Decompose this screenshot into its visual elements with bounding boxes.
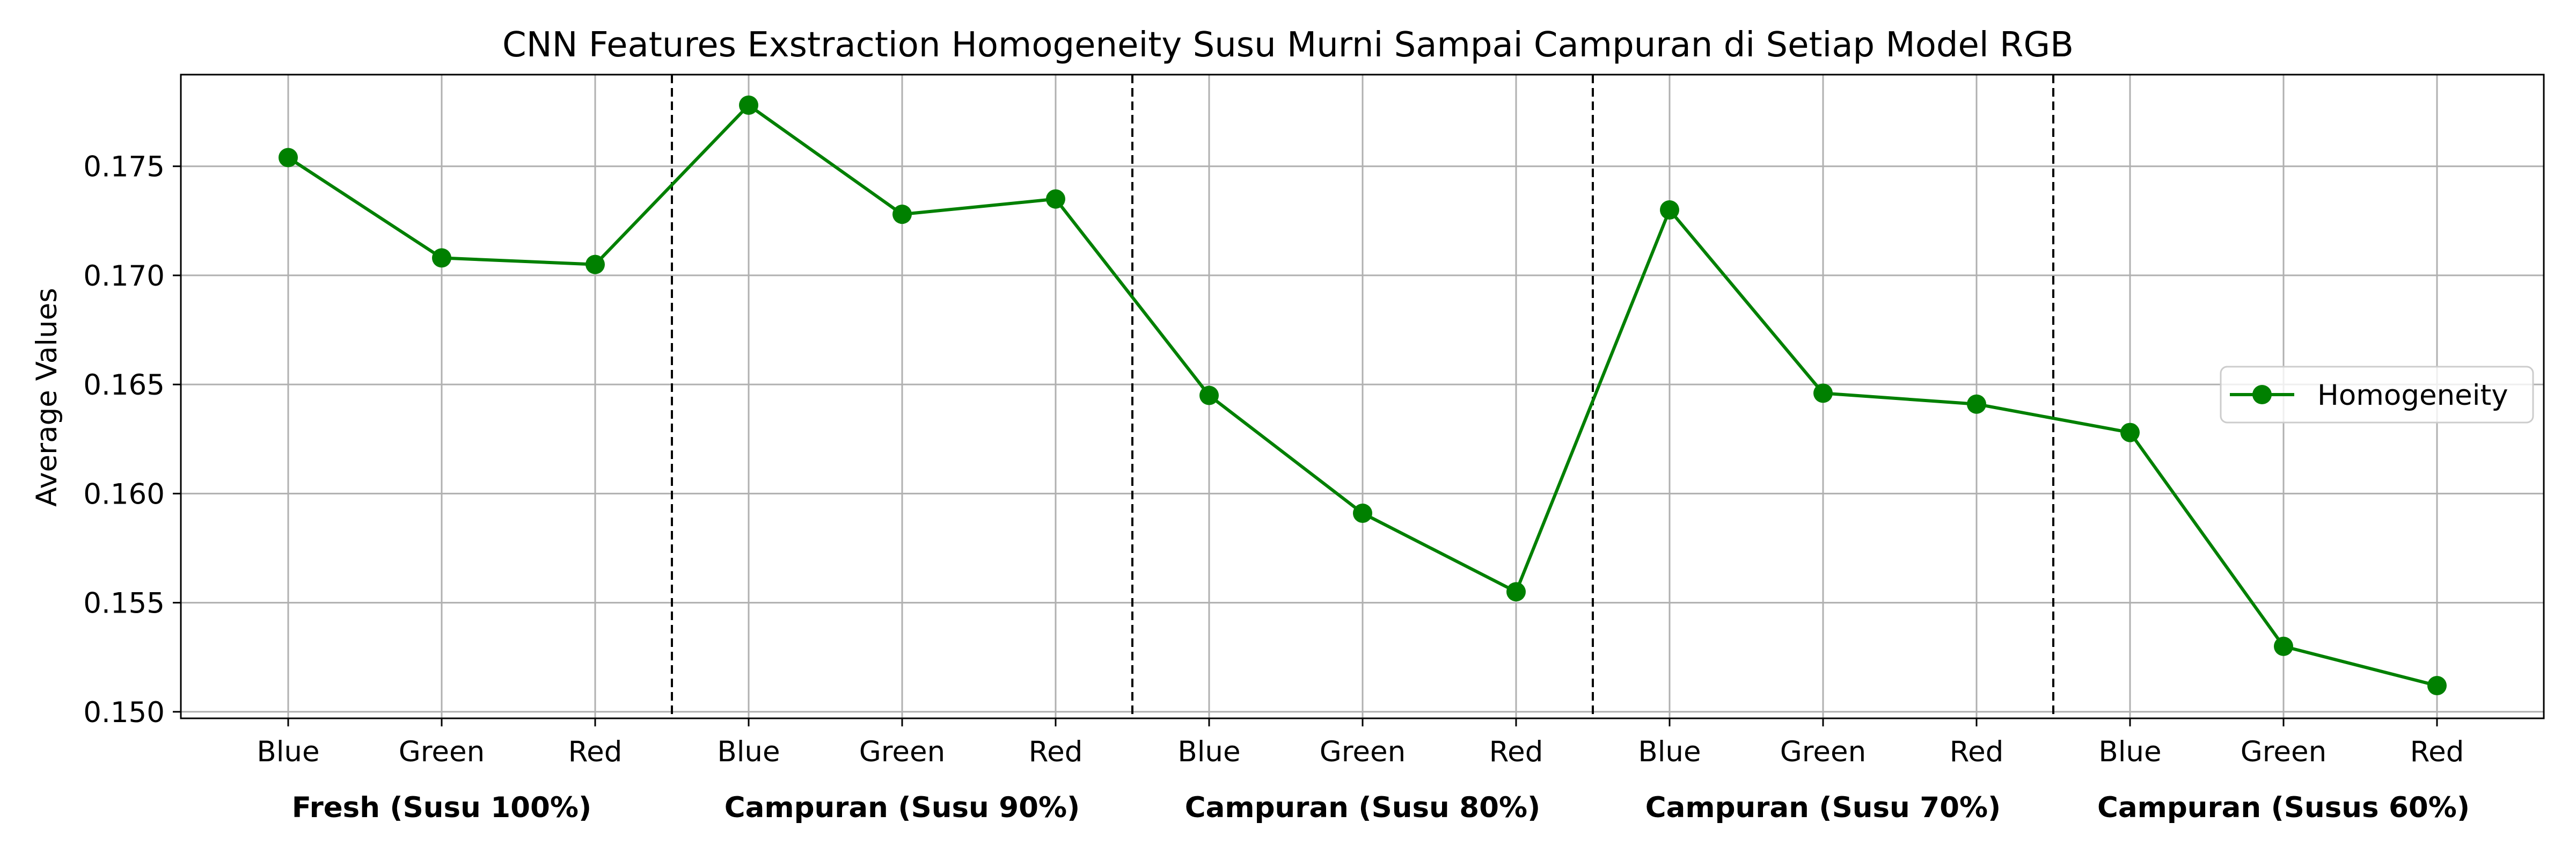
chart-title: CNN Features Exstraction Homogeneity Sus…	[502, 25, 2074, 65]
x-tick-label-3: Blue	[717, 736, 780, 768]
x-tick-label-1: Green	[399, 736, 485, 768]
x-tick-label-10: Green	[1780, 736, 1867, 768]
data-point-8	[1506, 582, 1526, 602]
group-label-1: Campuran (Susu 90%)	[724, 791, 1080, 824]
x-tick-label-2: Red	[568, 736, 623, 768]
data-point-9	[1660, 200, 1679, 220]
data-point-13	[2274, 636, 2293, 656]
grid-layer	[181, 75, 2544, 718]
data-point-3	[739, 95, 758, 115]
data-point-1	[432, 248, 451, 268]
y-tick-label-1: 0.155	[83, 587, 165, 620]
legend-box	[2220, 366, 2534, 424]
group-label-0: Fresh (Susu 100%)	[292, 791, 591, 824]
data-point-5	[1046, 189, 1065, 209]
x-tick-label-9: Blue	[1638, 736, 1701, 768]
legend-label-homogeneity: Homogeneity	[2317, 379, 2508, 412]
y-tick-label-5: 0.175	[83, 151, 165, 184]
x-tick-label-12: Blue	[2098, 736, 2161, 768]
x-tick-label-8: Red	[1489, 736, 1543, 768]
axis-layer: Blue Green Red Blue Green Red Blue Green Red Blue…	[83, 74, 2545, 824]
data-point-12	[2120, 423, 2140, 442]
data-point-4	[892, 205, 912, 224]
x-tick-label-4: Green	[859, 736, 946, 768]
data-point-6	[1199, 385, 1219, 405]
group-label-4: Campuran (Susus 60%)	[2097, 791, 2470, 824]
x-tick-label-6: Blue	[1177, 736, 1240, 768]
y-axis-label: Average Values	[31, 288, 63, 507]
data-point-0	[279, 148, 298, 168]
y-tick-label-0: 0.150	[83, 696, 165, 729]
data-point-7	[1353, 503, 1372, 523]
x-tick-label-5: Red	[1029, 736, 1083, 768]
x-tick-label-14: Red	[2410, 736, 2464, 768]
x-tick-label-0: Blue	[257, 736, 319, 768]
y-tick-label-4: 0.170	[83, 260, 165, 293]
x-tick-label-13: Green	[2241, 736, 2327, 768]
data-point-11	[1967, 394, 1986, 414]
data-point-10	[1813, 383, 1833, 403]
plot-frame	[180, 74, 2545, 719]
group-label-2: Campuran (Susu 80%)	[1185, 791, 1541, 824]
y-tick-label-2: 0.160	[83, 478, 165, 511]
legend: Homogeneity	[2220, 366, 2534, 424]
x-tick-label-7: Green	[1320, 736, 1406, 768]
data-point-14	[2427, 676, 2447, 696]
y-tick-label-3: 0.165	[83, 369, 165, 402]
x-tick-label-11: Red	[1950, 736, 2004, 768]
legend-marker-swatch	[2252, 385, 2272, 404]
data-point-2	[586, 254, 605, 274]
series-layer	[279, 95, 2447, 696]
group-label-3: Campuran (Susu 70%)	[1645, 791, 2001, 824]
